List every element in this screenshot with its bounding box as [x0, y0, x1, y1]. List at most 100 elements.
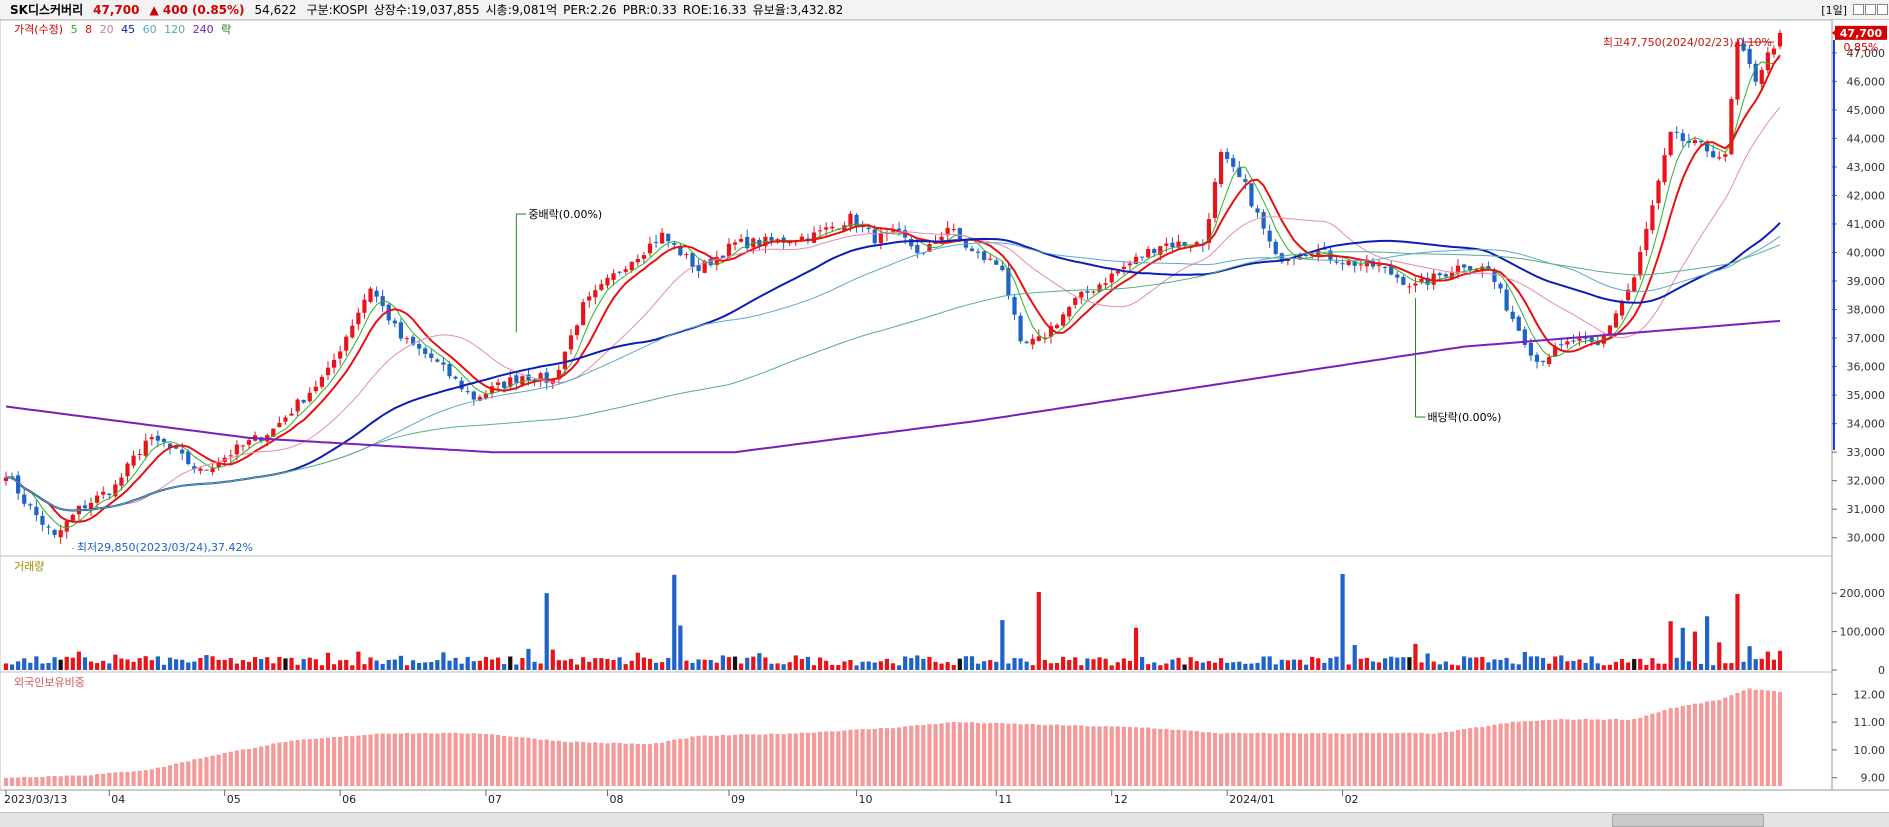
minimize-icon[interactable]: [1853, 4, 1864, 15]
volume-bar: [1443, 661, 1448, 670]
candle-body: [1674, 131, 1679, 133]
legend-ma8[interactable]: 8: [85, 23, 93, 36]
foreign-bar: [884, 728, 890, 786]
foreign-bar: [3, 777, 9, 786]
last-price-box: [1835, 25, 1887, 40]
low-annotation: 최저29,850(2023/03/24),37.42%: [77, 541, 253, 554]
legend-ma60[interactable]: 60: [142, 23, 157, 36]
legend-ma5[interactable]: 5: [70, 23, 78, 36]
scrollbar-thumb[interactable]: [1612, 814, 1764, 827]
candle-body: [702, 261, 707, 273]
foreign-bar: [1188, 730, 1193, 786]
candle-body: [1571, 340, 1576, 342]
legend-ma240[interactable]: 240: [192, 23, 214, 36]
foreign-bar: [1389, 733, 1394, 786]
volume-bar: [811, 665, 817, 670]
volume-bar: [1607, 664, 1612, 670]
candle-body: [429, 353, 434, 358]
candle-body: [1704, 142, 1710, 152]
foreign-bar: [1717, 700, 1722, 786]
foreign-bar: [1383, 733, 1388, 786]
foreign-bar: [9, 777, 15, 786]
candle-body: [34, 506, 39, 516]
foreign-panel-title[interactable]: 외국인보유비중: [14, 676, 85, 689]
foreign-bar: [1054, 724, 1060, 786]
volume-bar: [1115, 662, 1120, 670]
volume-bar: [423, 662, 428, 670]
volume-bar: [1218, 658, 1224, 670]
candle-body: [1212, 182, 1218, 218]
volume-bar: [1194, 661, 1199, 670]
candle-body: [1109, 273, 1114, 283]
price-tick-label: 34,000: [1847, 418, 1886, 431]
volume-bar: [745, 657, 750, 670]
volume-bar: [1030, 665, 1035, 670]
candle-body: [125, 463, 130, 477]
foreign-bar: [259, 746, 264, 786]
foreign-bar: [1443, 732, 1448, 786]
close-icon[interactable]: [1877, 4, 1888, 15]
volume-bar: [1085, 658, 1090, 670]
chart-scrollbar[interactable]: [0, 812, 1889, 827]
legend-price[interactable]: 가격(수정): [14, 23, 64, 36]
volume-bar: [538, 663, 543, 670]
foreign-bar: [720, 734, 725, 786]
foreign-bar: [1176, 729, 1181, 786]
candle-body: [1583, 337, 1588, 339]
volume-bar: [131, 661, 136, 670]
ma-line-5: [5, 56, 1781, 529]
maximize-icon[interactable]: [1865, 4, 1876, 15]
candle-body: [1121, 266, 1126, 270]
foreign-bar: [386, 733, 391, 786]
foreign-bar: [1711, 700, 1716, 786]
candle-body: [180, 449, 185, 454]
foreign-bar: [22, 776, 27, 786]
candle-body: [174, 445, 179, 449]
legend-ma120[interactable]: 120: [164, 23, 186, 36]
candle-body: [1006, 267, 1011, 296]
foreign-bar: [732, 734, 738, 786]
candle-body: [623, 269, 628, 272]
candle-body: [143, 440, 148, 456]
candle-body: [161, 438, 167, 443]
timeframe-selector[interactable]: [1일]: [1821, 4, 1847, 17]
candle-body: [1243, 179, 1248, 182]
candle-body: [344, 336, 349, 351]
candle-body: [1103, 283, 1108, 285]
foreign-bar: [471, 733, 476, 786]
foreign-bar: [423, 732, 428, 786]
legend-ma20[interactable]: 20: [99, 23, 114, 36]
stock-name[interactable]: SK디스커버리: [10, 3, 84, 17]
candle-body: [423, 348, 428, 354]
foreign-bar: [975, 722, 981, 786]
candle-body: [95, 495, 100, 503]
candle-body: [866, 227, 871, 229]
candle-body: [1607, 325, 1612, 335]
volume-bar: [1334, 656, 1339, 670]
legend-event[interactable]: 락: [221, 23, 232, 36]
volume-bar: [1771, 659, 1777, 670]
foreign-bar: [1091, 726, 1096, 786]
volume-bar: [1261, 656, 1266, 670]
current-price: 47,700: [93, 2, 140, 17]
volume-bar: [1018, 658, 1023, 670]
foreign-bar: [246, 749, 252, 786]
foreign-bar: [1461, 729, 1467, 786]
x-tick-label: 08: [609, 793, 623, 806]
foreign-bar: [277, 742, 282, 786]
volume-bar: [58, 659, 63, 670]
candle-body: [1613, 313, 1619, 328]
foreign-bar: [775, 733, 780, 786]
candle-body: [1139, 256, 1145, 258]
candle-body: [1352, 261, 1357, 266]
foreign-bar: [1127, 726, 1133, 786]
volume-bar: [1285, 660, 1290, 670]
volume-panel-title[interactable]: 거래량: [14, 560, 45, 573]
legend-ma45[interactable]: 45: [121, 23, 136, 36]
volume-bar: [1619, 659, 1625, 670]
volume-bar: [496, 657, 501, 670]
foreign-bar: [690, 736, 695, 786]
candle-body: [167, 443, 173, 448]
volume-bar: [374, 660, 379, 670]
